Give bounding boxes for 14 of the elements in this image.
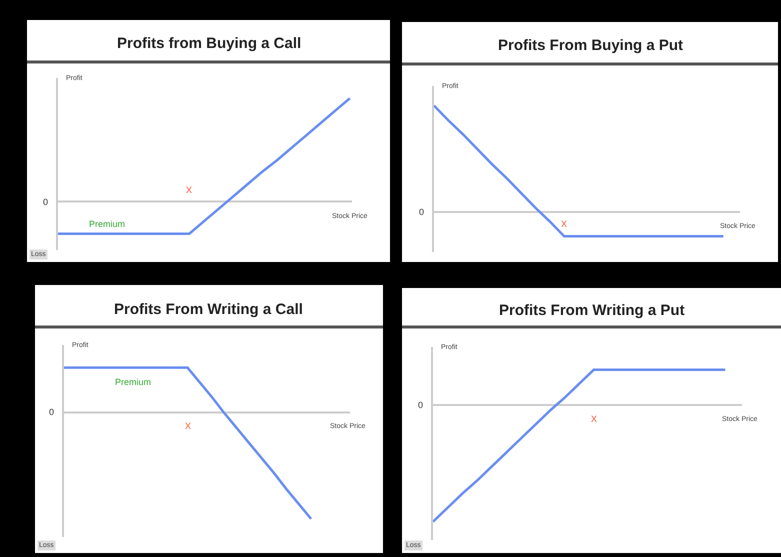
text: 0	[43, 197, 48, 207]
chart-title: Profits from Buying a Call	[117, 35, 302, 52]
annotation: X	[561, 219, 568, 229]
annotation: X	[186, 185, 192, 195]
text: 0	[419, 207, 424, 217]
chart-title: Profits From Writing a Call	[114, 301, 303, 318]
text: 0	[49, 407, 54, 417]
annotation: X	[591, 414, 598, 424]
text: 0	[418, 400, 424, 410]
chart-title: Profits From Buying a Put	[498, 37, 684, 54]
annotation: Premium	[89, 219, 126, 229]
annotation: Premium	[115, 377, 152, 387]
annotation: X	[185, 421, 192, 431]
chart-title: Profits From Writing a Put	[499, 302, 685, 319]
